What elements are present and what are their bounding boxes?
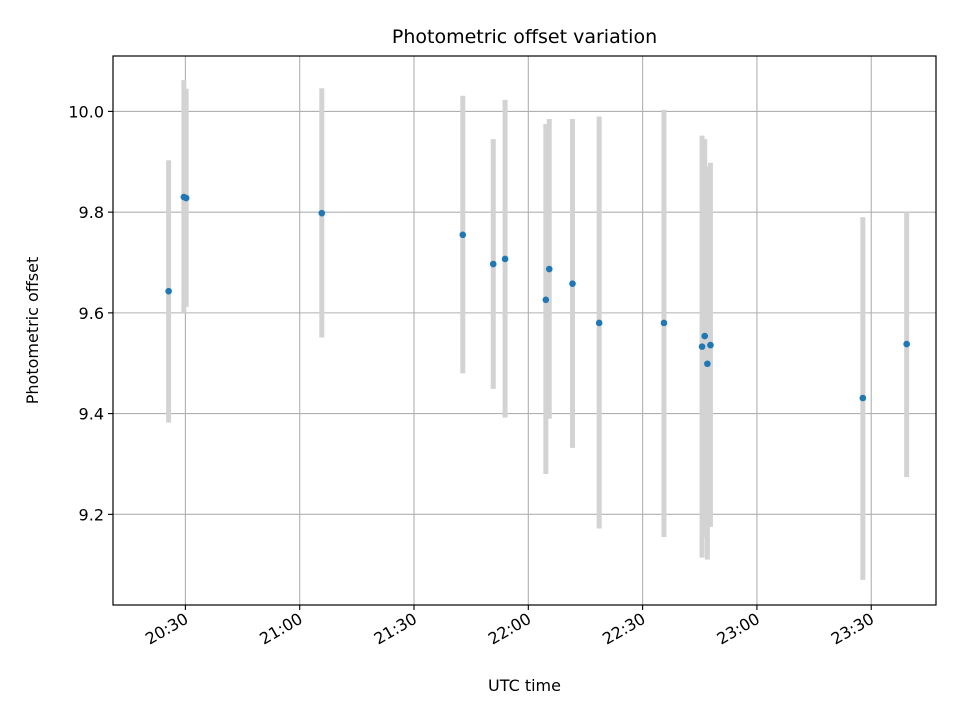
- data-point: [165, 287, 172, 295]
- y-axis-label: Photometric offset: [23, 257, 42, 405]
- y-tick-label: 9.8: [79, 203, 104, 222]
- grid-lines: [113, 56, 936, 605]
- data-point: [569, 280, 576, 287]
- data-point: [595, 319, 603, 327]
- y-axis-ticks: 9.2 9.4 9.6 9.8 10.0: [68, 102, 113, 524]
- data-point: [903, 340, 910, 348]
- data-point: [701, 332, 709, 340]
- data-point: [859, 394, 867, 402]
- y-tick-label: 9.4: [79, 405, 104, 424]
- data-point: [545, 265, 553, 273]
- y-tick-label: 9.6: [79, 304, 104, 323]
- y-tick-label: 10.0: [68, 102, 104, 121]
- data-point: [704, 360, 711, 368]
- data-point: [542, 296, 550, 304]
- data-point: [182, 194, 190, 202]
- data-point: [459, 231, 467, 239]
- data-point: [318, 209, 326, 217]
- data-point: [501, 255, 509, 263]
- data-points: [165, 193, 910, 402]
- data-point: [660, 319, 668, 327]
- y-tick-label: 9.2: [79, 505, 104, 524]
- data-point: [707, 341, 714, 349]
- plot-frame: [112, 55, 937, 606]
- chart-title: Photometric offset variation: [392, 26, 657, 48]
- data-point: [698, 343, 706, 350]
- data-point: [489, 260, 497, 268]
- x-axis-label: UTC time: [488, 676, 561, 695]
